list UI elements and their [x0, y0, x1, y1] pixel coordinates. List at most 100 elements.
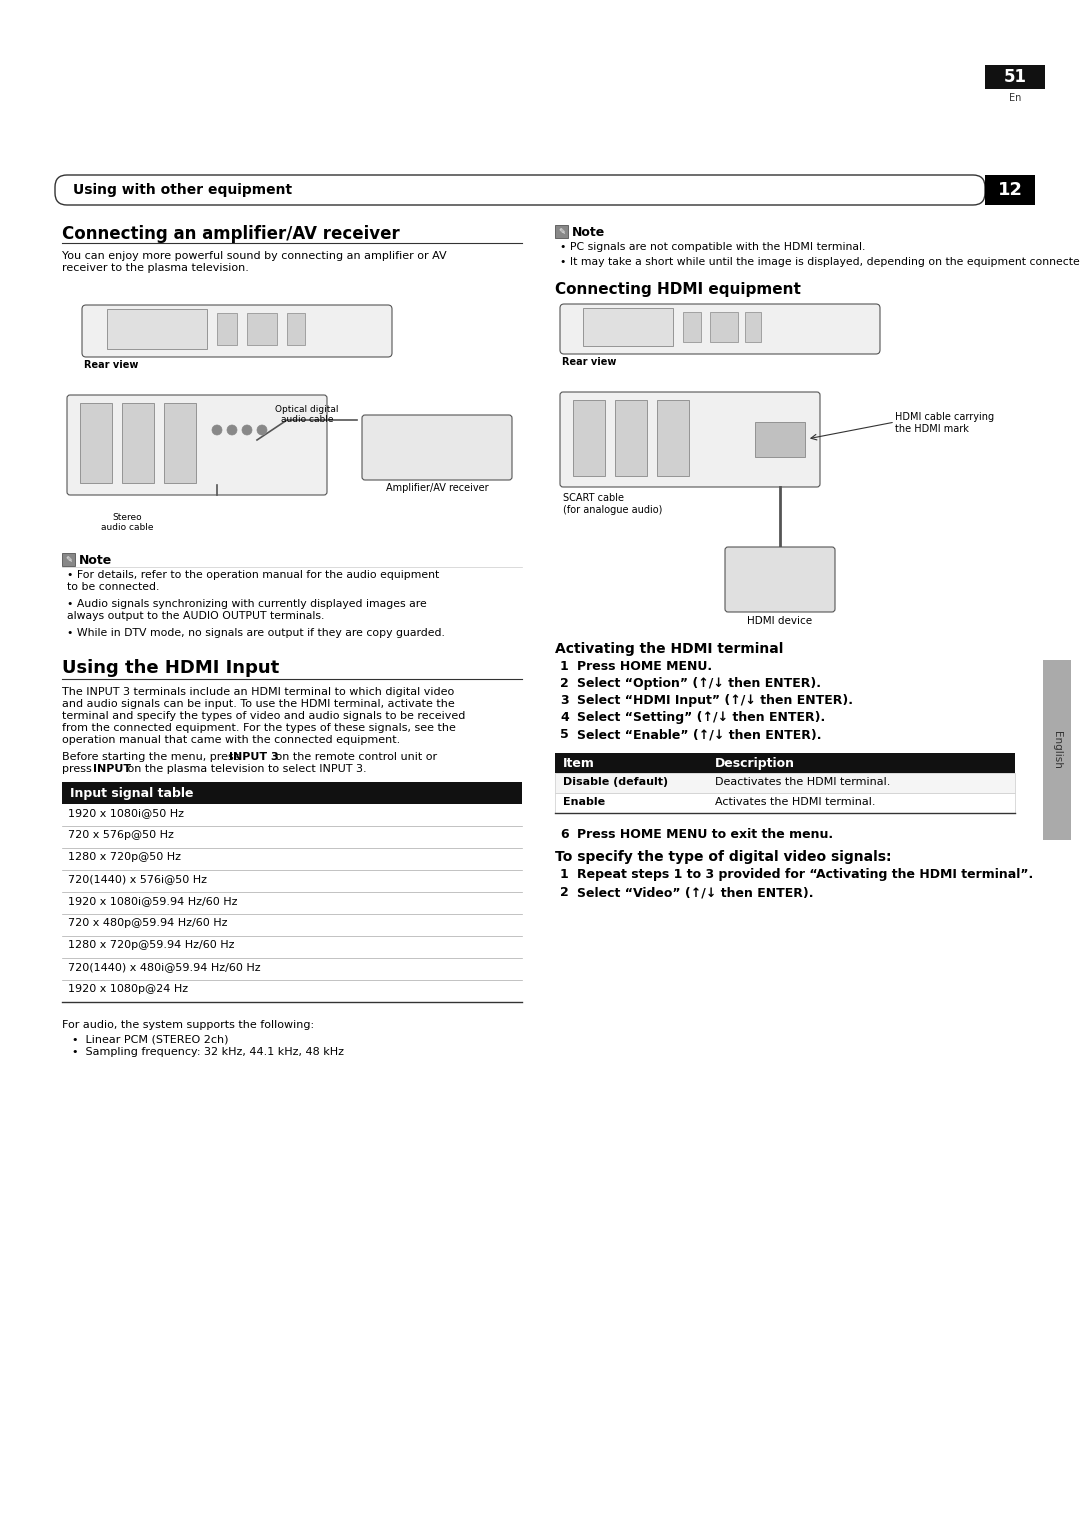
Bar — [683, 312, 701, 342]
Text: operation manual that came with the connected equipment.: operation manual that came with the conn… — [62, 735, 401, 746]
Text: Using with other equipment: Using with other equipment — [73, 183, 292, 197]
Text: Note: Note — [79, 555, 112, 567]
Text: HDMI cable carrying
the HDMI mark: HDMI cable carrying the HDMI mark — [895, 413, 994, 434]
Bar — [657, 400, 689, 477]
Text: ✎: ✎ — [65, 555, 72, 564]
Bar — [107, 309, 207, 348]
Text: 1920 x 1080i@59.94 Hz/60 Hz: 1920 x 1080i@59.94 Hz/60 Hz — [68, 895, 238, 906]
Text: • While in DTV mode, no signals are output if they are copy guarded.: • While in DTV mode, no signals are outp… — [67, 628, 445, 639]
Bar — [247, 313, 276, 345]
Text: Stereo
audio cable: Stereo audio cable — [100, 513, 153, 532]
Text: • Audio signals synchronizing with currently displayed images are
always output : • Audio signals synchronizing with curre… — [67, 599, 427, 620]
Bar — [1043, 660, 1071, 840]
Bar — [555, 225, 568, 238]
Bar — [555, 773, 1015, 793]
Bar — [573, 400, 605, 477]
FancyBboxPatch shape — [67, 396, 327, 495]
Text: Input signal table: Input signal table — [70, 787, 193, 801]
Text: 51: 51 — [1003, 69, 1026, 86]
Bar — [164, 403, 195, 483]
Text: and audio signals can be input. To use the HDMI terminal, activate the: and audio signals can be input. To use t… — [62, 698, 455, 709]
Text: 720 x 576p@50 Hz: 720 x 576p@50 Hz — [68, 830, 174, 840]
Text: Press HOME MENU to exit the menu.: Press HOME MENU to exit the menu. — [577, 828, 833, 840]
Circle shape — [212, 425, 222, 435]
Text: Activates the HDMI terminal.: Activates the HDMI terminal. — [715, 798, 876, 807]
Text: Rear view: Rear view — [562, 358, 617, 367]
Text: on the plasma television to select INPUT 3.: on the plasma television to select INPUT… — [124, 764, 366, 775]
Circle shape — [242, 425, 252, 435]
FancyBboxPatch shape — [561, 393, 820, 487]
Text: INPUT: INPUT — [93, 764, 131, 775]
Text: 1920 x 1080i@50 Hz: 1920 x 1080i@50 Hz — [68, 808, 184, 817]
Bar — [62, 782, 522, 804]
Text: • It may take a short while until the image is displayed, depending on the equip: • It may take a short while until the im… — [561, 257, 1080, 267]
Text: Select “Enable” (↑/↓ then ENTER).: Select “Enable” (↑/↓ then ENTER). — [577, 727, 822, 741]
Text: 1280 x 720p@50 Hz: 1280 x 720p@50 Hz — [68, 853, 181, 862]
Text: from the connected equipment. For the types of these signals, see the: from the connected equipment. For the ty… — [62, 723, 456, 733]
Text: 6: 6 — [561, 828, 569, 840]
Bar — [985, 66, 1045, 89]
Text: terminal and specify the types of video and audio signals to be received: terminal and specify the types of video … — [62, 711, 465, 721]
Text: En: En — [1009, 93, 1022, 102]
FancyBboxPatch shape — [55, 176, 985, 205]
Text: 720(1440) x 576i@50 Hz: 720(1440) x 576i@50 Hz — [68, 874, 207, 885]
Text: 12: 12 — [998, 180, 1023, 199]
Circle shape — [227, 425, 237, 435]
Text: Select “HDMI Input” (↑/↓ then ENTER).: Select “HDMI Input” (↑/↓ then ENTER). — [577, 694, 853, 707]
Text: • For details, refer to the operation manual for the audio equipment
to be conne: • For details, refer to the operation ma… — [67, 570, 440, 591]
Text: Select “Setting” (↑/↓ then ENTER).: Select “Setting” (↑/↓ then ENTER). — [577, 711, 825, 724]
Text: 1: 1 — [561, 868, 569, 882]
Text: 2: 2 — [561, 886, 569, 898]
Text: English: English — [1052, 730, 1062, 769]
Text: Optical digital
audio cable: Optical digital audio cable — [275, 405, 339, 425]
Text: Select “Option” (↑/↓ then ENTER).: Select “Option” (↑/↓ then ENTER). — [577, 677, 821, 691]
Bar — [555, 793, 1015, 813]
Bar — [62, 553, 75, 565]
Text: Item: Item — [563, 756, 595, 770]
Bar — [583, 309, 673, 345]
Text: INPUT 3: INPUT 3 — [229, 752, 279, 762]
Text: on the remote control unit or: on the remote control unit or — [272, 752, 437, 762]
Bar — [555, 753, 1015, 773]
Text: Using the HDMI Input: Using the HDMI Input — [62, 659, 280, 677]
Text: Press HOME MENU.: Press HOME MENU. — [577, 660, 712, 672]
Bar — [80, 403, 112, 483]
Bar — [217, 313, 237, 345]
Text: Repeat steps 1 to 3 provided for “Activating the HDMI terminal”.: Repeat steps 1 to 3 provided for “Activa… — [577, 868, 1034, 882]
Text: Note: Note — [572, 226, 605, 238]
Bar — [122, 403, 154, 483]
FancyBboxPatch shape — [362, 416, 512, 480]
Text: 4: 4 — [561, 711, 569, 724]
Text: Connecting HDMI equipment: Connecting HDMI equipment — [555, 283, 801, 296]
Text: Select “Video” (↑/↓ then ENTER).: Select “Video” (↑/↓ then ENTER). — [577, 886, 813, 898]
FancyBboxPatch shape — [82, 306, 392, 358]
Text: Connecting an amplifier/AV receiver: Connecting an amplifier/AV receiver — [62, 225, 400, 243]
Text: SCART cable
(for analogue audio): SCART cable (for analogue audio) — [563, 494, 662, 515]
Text: Amplifier/AV receiver: Amplifier/AV receiver — [386, 483, 488, 494]
FancyBboxPatch shape — [561, 304, 880, 354]
Text: For audio, the system supports the following:: For audio, the system supports the follo… — [62, 1021, 314, 1030]
Text: Deactivates the HDMI terminal.: Deactivates the HDMI terminal. — [715, 778, 890, 787]
Bar — [287, 313, 305, 345]
Text: 720(1440) x 480i@59.94 Hz/60 Hz: 720(1440) x 480i@59.94 Hz/60 Hz — [68, 963, 260, 972]
Text: HDMI device: HDMI device — [747, 616, 812, 626]
Text: You can enjoy more powerful sound by connecting an amplifier or AV
receiver to t: You can enjoy more powerful sound by con… — [62, 251, 447, 272]
Text: Disable (default): Disable (default) — [563, 778, 669, 787]
Text: 3: 3 — [561, 694, 569, 707]
Text: •  Linear PCM (STEREO 2ch): • Linear PCM (STEREO 2ch) — [72, 1034, 229, 1044]
Text: 1920 x 1080p@24 Hz: 1920 x 1080p@24 Hz — [68, 984, 188, 995]
Bar — [745, 312, 761, 342]
Circle shape — [257, 425, 267, 435]
Text: • PC signals are not compatible with the HDMI terminal.: • PC signals are not compatible with the… — [561, 241, 865, 252]
Text: 1: 1 — [561, 660, 569, 672]
Bar — [710, 312, 738, 342]
Text: 1280 x 720p@59.94 Hz/60 Hz: 1280 x 720p@59.94 Hz/60 Hz — [68, 940, 234, 950]
Bar — [615, 400, 647, 477]
Text: 2: 2 — [561, 677, 569, 691]
Text: Rear view: Rear view — [84, 361, 138, 370]
Text: Description: Description — [715, 756, 795, 770]
Text: Enable: Enable — [563, 798, 605, 807]
Text: To specify the type of digital video signals:: To specify the type of digital video sig… — [555, 850, 891, 863]
Text: ✎: ✎ — [558, 228, 565, 235]
Text: Activating the HDMI terminal: Activating the HDMI terminal — [555, 642, 783, 656]
